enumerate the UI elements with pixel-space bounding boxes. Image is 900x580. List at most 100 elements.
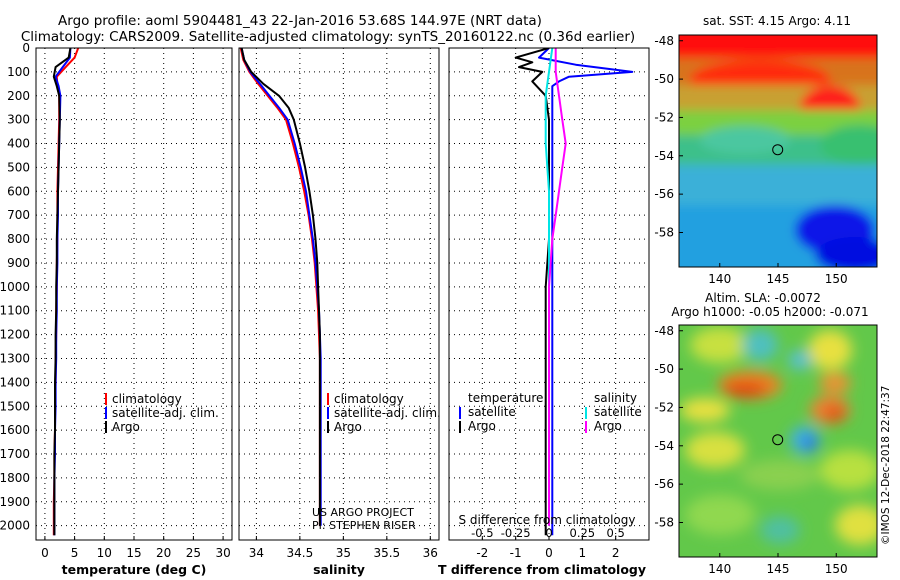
top-x-tick-label: 0.5	[607, 526, 625, 540]
x-tick-label: 1	[579, 546, 587, 560]
project-annotation: US ARGO PROJECT	[312, 506, 414, 519]
depth-tick-label: 0	[22, 41, 30, 55]
map-y-tick-label: -58	[654, 515, 674, 529]
depth-tick-label: 400	[7, 137, 30, 151]
sla-map-subtitle: Argo h1000: -0.05 h2000: -0.071	[671, 305, 868, 319]
x-tick-label: 20	[156, 546, 171, 560]
depth-tick-label: 200	[7, 89, 30, 103]
salinity-legend: climatology satellite-adj. clim. Argo US…	[312, 392, 441, 532]
map-x-tick-label: 140	[708, 562, 731, 576]
map-y-tick-label: -56	[654, 187, 674, 201]
series-line-temperature-satellite	[538, 48, 634, 536]
map-x-tick-label: 145	[767, 272, 790, 286]
legend-swatch-s-satellite	[585, 407, 587, 419]
sla-map: Altim. SLA: -0.0072 Argo h1000: -0.05 h2…	[654, 291, 878, 576]
depth-tick-label: 100	[7, 65, 30, 79]
legend-label-s-satellite: satellite	[594, 405, 642, 419]
imos-credit: ©IMOS 12-Dec-2018 22:47:37	[880, 386, 892, 545]
legend-label-s-argo: Argo	[594, 419, 622, 433]
depth-tick-label: 600	[7, 184, 30, 198]
x-axis-label: temperature (deg C)	[62, 562, 207, 577]
salinity-series	[239, 48, 322, 526]
map-y-tick-label: -52	[654, 400, 674, 414]
difference-series	[514, 48, 634, 536]
depth-tick-label: 1800	[0, 471, 30, 485]
legend-label-argo: Argo	[334, 420, 362, 434]
float-position-marker	[772, 144, 784, 156]
depth-tick-label: 900	[7, 256, 30, 270]
map-y-tick-label: -48	[654, 34, 674, 48]
legend-swatch-satellite	[105, 407, 107, 419]
x-axis-label: T difference from climatology	[438, 562, 646, 577]
series-line-salinity-argo	[548, 48, 567, 526]
map-y-tick-label: -50	[654, 72, 674, 86]
map-y-tick-label: -56	[654, 477, 674, 491]
top-x-tick-label: 0	[545, 526, 552, 540]
legend-swatch-s-argo	[585, 421, 587, 433]
sst-field	[679, 35, 877, 267]
x-tick-label: -1	[510, 546, 522, 560]
legend-swatch-argo	[105, 421, 107, 433]
depth-tick-label: 1600	[0, 423, 30, 437]
legend-label-satellite: satellite-adj. clim.	[112, 406, 219, 420]
legend-label-argo: Argo	[112, 420, 140, 434]
x-tick-label: 25	[186, 546, 201, 560]
depth-tick-label: 1500	[0, 399, 30, 413]
map-y-tick-label: -48	[654, 324, 674, 338]
depth-tick-label: 300	[7, 113, 30, 127]
temperature-series	[52, 48, 80, 536]
depth-tick-label: 700	[7, 208, 30, 222]
x-tick-label: 34.5	[287, 546, 314, 560]
sst-map-title: sat. SST: 4.15 Argo: 4.11	[703, 14, 851, 28]
title-line-1: Argo profile: aoml 5904481_43 22-Jan-201…	[58, 13, 542, 29]
map-y-tick-label: -52	[654, 110, 674, 124]
temperature-panel: 0 5 10 15 20 25 30 temperature (deg C) 0 100 200 30…	[0, 41, 233, 577]
legend-label-climatology: climatology	[112, 392, 182, 406]
map-y-tick-label: -54	[654, 439, 674, 453]
legend-title-salinity: salinity	[594, 391, 637, 405]
legend-title-temperature: temperature	[468, 391, 543, 405]
depth-tick-label: 800	[7, 232, 30, 246]
x-tick-label: 34	[249, 546, 264, 560]
map-x-tick-label: 145	[767, 562, 790, 576]
map-x-tick-label: 150	[825, 272, 848, 286]
title-line-2: Climatology: CARS2009. Satellite-adjuste…	[21, 29, 635, 45]
x-tick-label: 0	[545, 546, 553, 560]
series-line-climatology	[239, 48, 321, 526]
series-line-satellite-adj-clim-	[240, 48, 322, 526]
x-tick-label: 35	[336, 546, 351, 560]
difference-panel: -2 -1 0 1 2 -0.5 -0.25 0 0.25 0.5 T difference fro…	[438, 47, 650, 577]
depth-tick-label: 1100	[0, 304, 30, 318]
depth-tick-label: 1200	[0, 328, 30, 342]
depth-tick-label: 1900	[0, 495, 30, 509]
map-y-tick-label: -58	[654, 225, 674, 239]
salinity-panel: 34 34.5 35 35.5 36 salinity	[238, 47, 440, 577]
legend-label-t-satellite: satellite	[468, 405, 516, 419]
depth-tick-label: 2000	[0, 519, 30, 533]
legend-label-climatology: climatology	[334, 392, 404, 406]
depth-tick-label: 500	[7, 160, 30, 174]
depth-tick-label: 1000	[0, 280, 30, 294]
temperature-legend: climatology satellite-adj. clim. Argo	[105, 392, 219, 434]
legend-label-t-argo: Argo	[468, 419, 496, 433]
sla-map-title: Altim. SLA: -0.0072	[705, 291, 821, 305]
depth-tick-label: 1400	[0, 375, 30, 389]
map-y-tick-label: -54	[654, 149, 674, 163]
legend-swatch-t-argo	[459, 421, 461, 433]
sst-map: sat. SST: 4.15 Argo: 4.11 140 145 150 -48	[654, 14, 878, 286]
x-tick-label: 30	[215, 546, 230, 560]
x-axis-label: salinity	[313, 562, 365, 577]
legend-label-satellite: satellite-adj. clim.	[334, 406, 441, 420]
x-tick-label: 35.5	[373, 546, 400, 560]
x-tick-label: -2	[476, 546, 488, 560]
sla-field	[679, 325, 877, 557]
legend-swatch-satellite	[327, 407, 329, 419]
legend-swatch-t-satellite	[459, 407, 461, 419]
series-line-argo	[52, 48, 72, 536]
map-x-tick-label: 140	[708, 272, 731, 286]
pi-annotation: PI: STEPHEN RISER	[312, 519, 416, 532]
x-tick-label: 10	[97, 546, 112, 560]
x-tick-label: 15	[126, 546, 141, 560]
series-line-temperature-argo	[514, 48, 550, 536]
